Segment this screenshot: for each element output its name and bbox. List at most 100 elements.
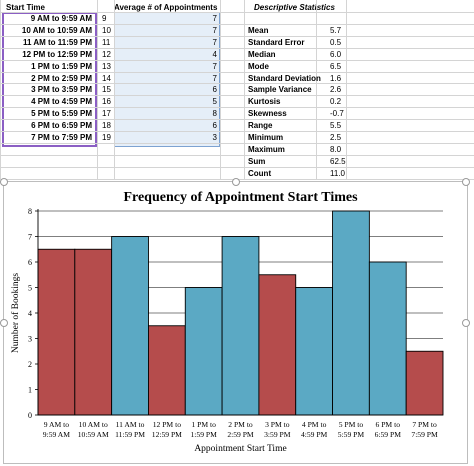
column-gridline [346,0,347,180]
histogram-bar [221,236,260,416]
index-cell[interactable]: 13 [102,61,111,71]
appointments-cell[interactable]: 5 [212,97,217,107]
chart-canvas: Frequency of Appointment Start Times 0 1 2 3… [10,190,444,454]
x-tick-label-line2: 6:59 PM [375,430,402,439]
resize-handle-top-left[interactable] [0,178,8,186]
index-cell[interactable]: 16 [102,97,111,107]
stat-name-cell[interactable]: Standard Error [248,37,305,47]
appointments-cell[interactable]: 6 [212,85,217,95]
histogram-bar [332,210,370,416]
stat-value-cell[interactable]: 6.5 [330,61,342,71]
appointments-cell[interactable]: 7 [212,61,217,71]
appointments-cell[interactable]: 7 [212,14,217,23]
stat-value-cell[interactable]: 11.0 [330,168,345,178]
x-tick-label-line2: 9:59 AM [43,430,70,439]
index-cell[interactable]: 10 [102,25,111,35]
appointments-cell[interactable]: 7 [212,25,217,35]
index-cell[interactable]: 9 [102,14,107,23]
stat-value-cell[interactable]: -0.7 [330,109,344,119]
stat-name-cell[interactable]: Minimum [248,133,284,142]
column-gridline [114,0,115,180]
stat-value-cell[interactable]: 5.7 [330,25,342,35]
appointments-cell[interactable]: 3 [212,133,217,142]
stat-name-cell[interactable]: Range [248,121,273,131]
stat-value-cell[interactable]: 1.6 [330,73,342,83]
x-tick-label-line2: 5:59 PM [338,430,365,439]
descriptive-stats-header[interactable]: Descriptive Statistics [254,3,335,12]
x-tick-label-line1: 10 AM to [79,420,108,429]
y-tick-label: 2 [28,360,32,369]
resize-handle-top-right[interactable] [462,178,470,186]
appointments-cell[interactable]: 4 [212,49,217,59]
index-cell[interactable]: 15 [102,85,111,95]
row-gridline [0,131,474,132]
stat-name-cell[interactable]: Sum [248,156,266,166]
index-cell[interactable]: 12 [102,49,111,59]
stat-name-cell[interactable]: Kurtosis [248,97,281,107]
start-time-cell[interactable]: 4 PM to 4:59 PM [31,97,92,107]
appointments-cell[interactable]: 6 [212,121,217,131]
stat-name-cell[interactable]: Median [248,49,276,59]
stat-value-cell[interactable]: 5.5 [330,121,342,131]
resize-handle-top[interactable] [232,178,240,186]
x-tick-label-line2: 7:59 PM [411,430,438,439]
stat-name-cell[interactable]: Mode [248,61,269,71]
start-time-cell[interactable]: 2 PM to 2:59 PM [31,73,92,83]
row-gridline [0,23,474,25]
start-time-cell[interactable]: 10 AM to 10:59 AM [21,25,92,35]
histogram-bar [405,350,444,416]
stat-value-cell[interactable]: 2.5 [330,133,342,142]
index-cell[interactable]: 18 [102,121,111,131]
appointments-cell[interactable]: 7 [212,37,217,47]
stat-name-cell[interactable]: Count [248,168,272,178]
stat-name-cell[interactable]: Skewness [248,109,287,119]
stat-value-cell[interactable]: 6.0 [330,49,342,59]
row-gridline [0,47,474,49]
x-tick-label-line1: 7 PM to [412,420,437,429]
start-time-cell[interactable]: 7 PM to 7:59 PM [31,133,92,142]
histogram-bar [37,248,76,416]
x-tick-label-line1: 4 PM to [302,420,327,429]
x-tick-label-line2: 12:59 PM [152,430,182,439]
start-time-cell[interactable]: 1 PM to 1:59 PM [31,61,92,71]
x-tick-label-line1: 6 PM to [376,420,401,429]
stat-value-cell[interactable]: 0.2 [330,97,342,107]
histogram-bar [368,261,407,416]
row-gridline [0,95,474,97]
appointments-cell[interactable]: 8 [212,109,217,119]
x-tick-label-line2: 10:59 AM [78,430,109,439]
x-tick-label-line2: 4:59 PM [301,430,328,439]
row-gridline [0,142,474,144]
column-gridline [220,0,221,180]
row-gridline [0,119,474,121]
y-tick-label: 5 [28,284,32,293]
index-cell[interactable]: 14 [102,73,111,83]
stat-name-cell[interactable]: Maximum [248,144,285,154]
resize-handle-right[interactable] [462,319,470,327]
stat-value-cell[interactable]: 2.6 [330,85,342,95]
x-tick-label-line1: 1 PM to [191,420,216,429]
start-time-cell[interactable]: 12 PM to 12:59 PM [22,49,92,59]
row-gridline [0,71,474,73]
index-cell[interactable]: 11 [102,37,111,47]
stat-value-cell[interactable]: 62.5 [330,156,346,166]
stat-name-cell[interactable]: Sample Variance [248,85,312,95]
stat-value-cell[interactable]: 0.5 [330,37,342,47]
appointments-cell[interactable]: 7 [212,73,217,83]
row-gridline [0,35,474,37]
avg-appointments-header[interactable]: Average # of Appointments [114,3,218,12]
index-cell[interactable]: 17 [102,109,111,119]
stat-name-cell[interactable]: Standard Deviation [248,73,321,83]
start-time-cell[interactable]: 6 PM to 6:59 PM [31,121,92,131]
start-time-cell[interactable]: 9 AM to 9:59 AM [30,14,92,23]
stat-value-cell[interactable]: 8.0 [330,144,342,154]
start-time-cell[interactable]: 5 PM to 5:59 PM [31,109,92,119]
spreadsheet-grid[interactable]: Start Time Average # of Appointments Des… [0,0,474,180]
index-cell[interactable]: 19 [102,133,111,142]
resize-handle-left[interactable] [0,319,8,327]
stat-name-cell[interactable]: Mean [248,25,269,35]
start-time-cell[interactable]: 11 AM to 11:59 PM [22,37,92,47]
start-time-cell[interactable]: 3 PM to 3:59 PM [31,85,92,95]
start-time-header[interactable]: Start Time [6,3,45,12]
histogram-chart[interactable]: Frequency of Appointment Start Times 0 1 2 3… [0,178,470,464]
